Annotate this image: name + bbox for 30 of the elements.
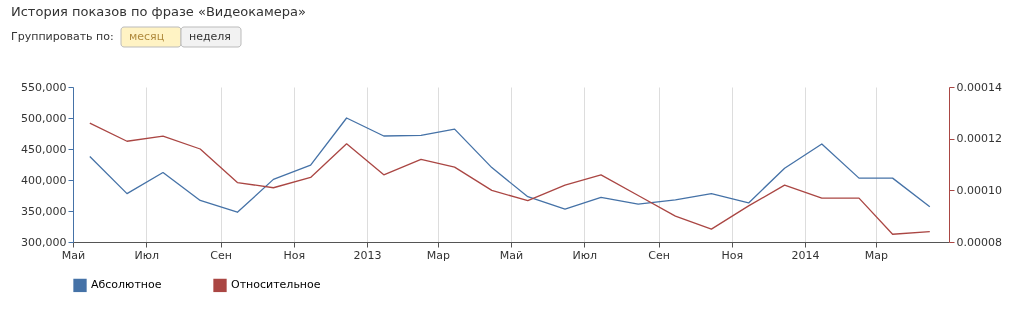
legend-label: Абсолютное (91, 278, 162, 292)
x-tick-label: 2014 (791, 248, 820, 262)
y-tick-label: 400,000 (21, 173, 67, 187)
y2-tick-label: 0.00012 (956, 132, 1002, 146)
y2-tick-label: 0.00014 (956, 80, 1002, 94)
legend-label: Относительное (231, 278, 321, 292)
y-tick-label: 550,000 (21, 80, 67, 94)
y-tick-label: 300,000 (21, 235, 67, 249)
y-tick-label: 450,000 (21, 142, 67, 156)
x-tick-label: Мар (426, 248, 450, 262)
text: Группировать по: (11, 30, 114, 43)
x-tick-label: Ноя (721, 248, 744, 262)
y-tick-label: 350,000 (21, 204, 67, 218)
y-tick-label: 500,000 (21, 111, 67, 125)
line-series (89, 117, 931, 213)
x-tick-label: Июл (134, 248, 159, 262)
text: неделя (189, 30, 231, 43)
y2-tick-label: 0.00010 (956, 183, 1002, 197)
text: месяц (129, 30, 165, 43)
x-tick-label: Май (61, 248, 86, 262)
x-tick-label: Сен (648, 248, 670, 262)
x-tick-label: Мар (864, 248, 888, 262)
x-tick-label: Ноя (283, 248, 306, 262)
chart-title: История показов по фразе «Видеокамера» (11, 4, 307, 19)
x-tick-label: Июл (572, 248, 597, 262)
y2-tick-label: 0.00008 (956, 235, 1002, 249)
x-tick-label: Май (499, 248, 524, 262)
x-tick-label: 2013 (353, 248, 382, 262)
line-series (89, 122, 931, 235)
x-tick-label: Сен (210, 248, 232, 262)
